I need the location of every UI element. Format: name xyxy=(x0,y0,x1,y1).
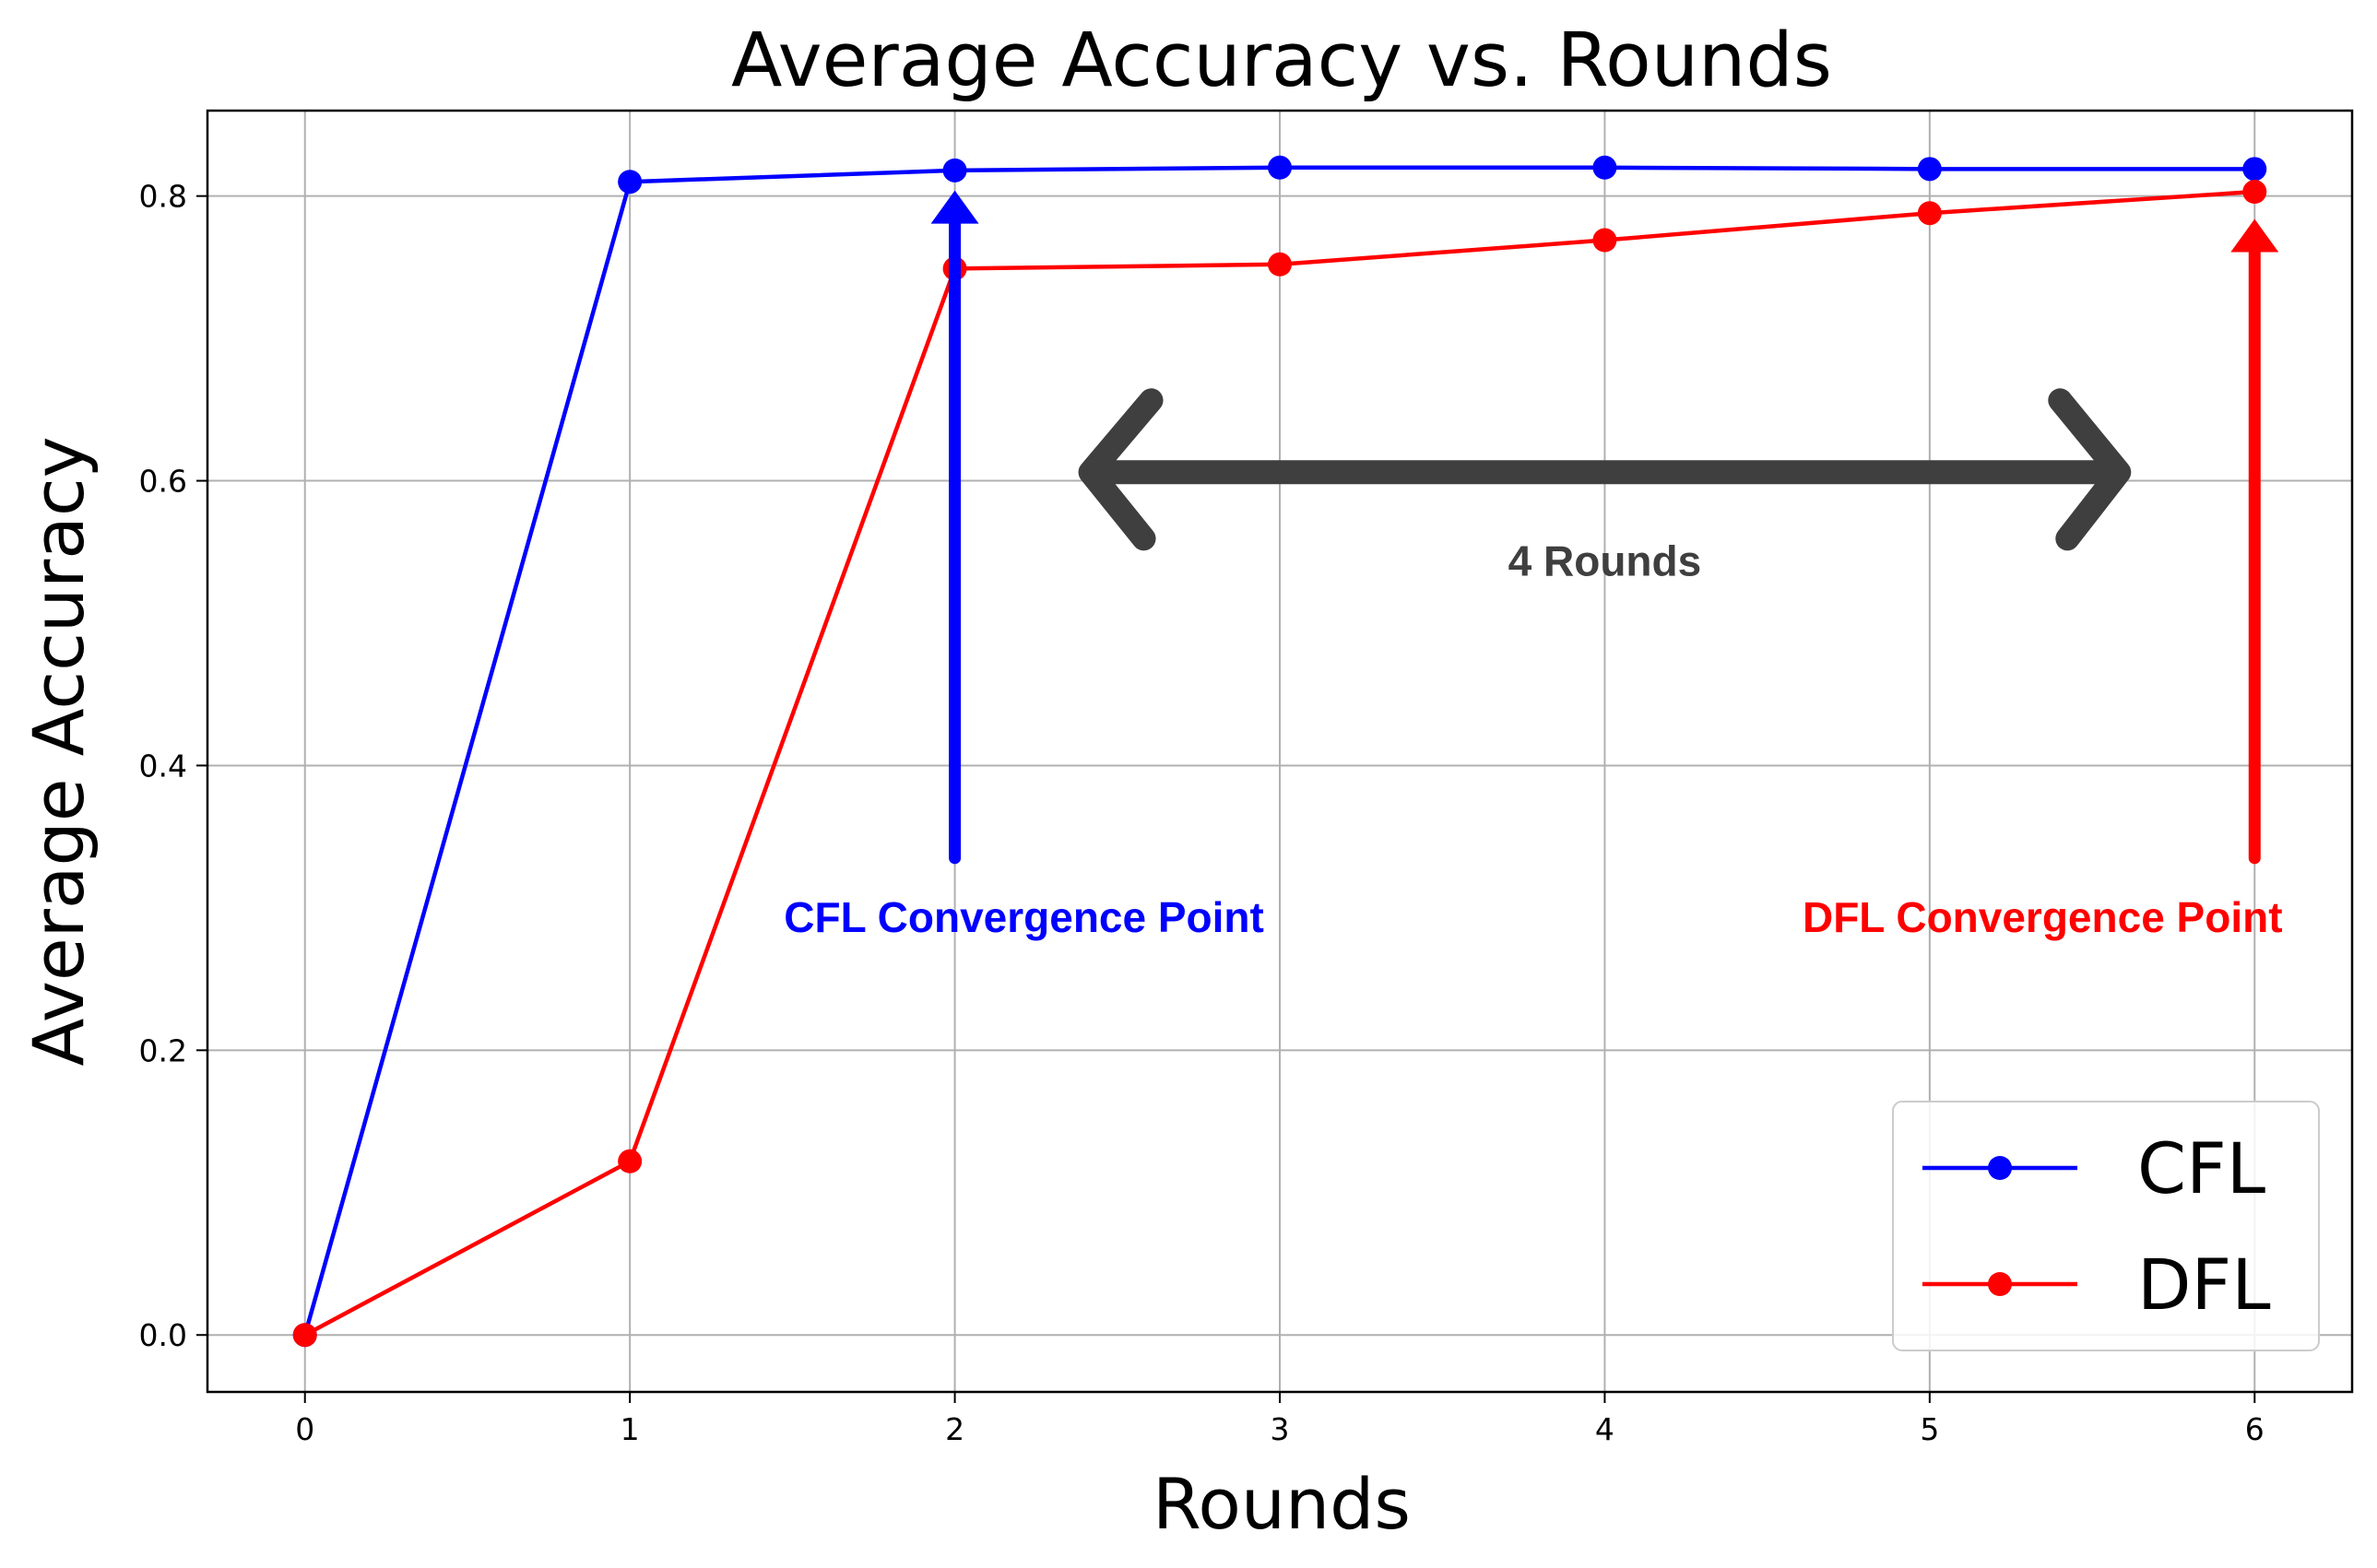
y-axis-ticks: 0.0 0.2 0.4 0.6 0.8 xyxy=(139,179,207,1353)
x-tick-label: 0 xyxy=(295,1411,314,1447)
x-axis-label: Rounds xyxy=(1153,1463,1411,1545)
data-point-cfl xyxy=(942,158,967,183)
arrow-head xyxy=(930,190,979,224)
data-point-dfl xyxy=(2242,180,2267,205)
x-tick-label: 2 xyxy=(945,1411,964,1447)
legend-marker-dfl xyxy=(1988,1272,2012,1296)
data-point-dfl xyxy=(618,1149,643,1173)
convergence-label: CFL Convergence Point xyxy=(784,893,1264,941)
data-point-dfl xyxy=(1917,201,1942,226)
data-point-cfl xyxy=(1592,155,1617,180)
y-tick-label: 0.4 xyxy=(139,748,187,784)
data-point-cfl xyxy=(1268,155,1292,180)
y-tick-label: 0.6 xyxy=(139,464,187,500)
data-point-dfl xyxy=(1268,252,1292,277)
rounds-label: 4 Rounds xyxy=(1508,536,1702,584)
arrow-head-left xyxy=(1078,388,1164,551)
y-tick-label: 0.8 xyxy=(139,179,187,215)
x-tick-label: 6 xyxy=(2245,1411,2265,1447)
legend: CFL DFL xyxy=(1892,1101,2320,1351)
legend-label-cfl: CFL xyxy=(2137,1127,2265,1209)
x-tick-label: 1 xyxy=(621,1411,640,1447)
legend-marker-cfl xyxy=(1988,1156,2012,1180)
x-tick-label: 4 xyxy=(1595,1411,1614,1447)
x-tick-label: 3 xyxy=(1271,1411,1290,1447)
x-axis-ticks: 0 1 2 3 4 5 6 xyxy=(295,1392,2265,1447)
y-tick-label: 0.0 xyxy=(139,1317,187,1353)
data-point-cfl xyxy=(1917,157,1942,182)
x-tick-label: 5 xyxy=(1920,1411,1939,1447)
data-point-cfl xyxy=(2242,157,2267,182)
data-point-dfl xyxy=(292,1323,317,1348)
arrow-head xyxy=(2230,218,2279,253)
annotation-layer: CFL Convergence Point DFL Convergence Poi… xyxy=(784,190,2283,941)
y-tick-label: 0.2 xyxy=(139,1032,187,1068)
convergence-label: DFL Convergence Point xyxy=(1803,893,2283,941)
data-point-cfl xyxy=(618,170,643,195)
legend-label-dfl: DFL xyxy=(2137,1244,2271,1326)
data-point-dfl xyxy=(1592,228,1617,253)
series-layer xyxy=(292,155,2267,1348)
y-axis-label: Average Accuracy xyxy=(18,436,100,1066)
chart-title: Average Accuracy vs. Rounds xyxy=(731,18,1832,104)
arrow-head-right xyxy=(2048,388,2132,551)
